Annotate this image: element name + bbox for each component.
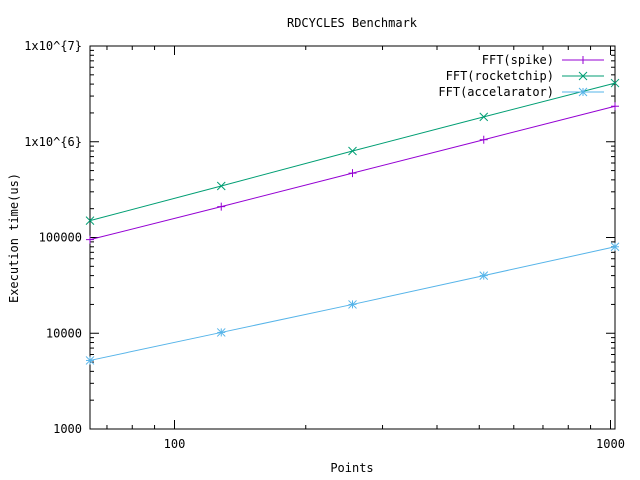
series-line-1 <box>89 82 616 222</box>
legend-label: FFT(rocketchip) <box>446 69 554 83</box>
series-0-point <box>348 169 357 178</box>
series-1-point <box>610 78 620 88</box>
series-0-point <box>86 235 94 244</box>
y-tick-label: 10000 <box>46 326 82 340</box>
legend-marker <box>578 71 588 81</box>
legend-label: FFT(spike) <box>482 53 554 67</box>
y-tick-label: 1000 <box>53 422 82 436</box>
series-2-point <box>216 328 226 337</box>
legend-label: FFT(accelarator) <box>438 85 554 99</box>
x-axis-label: Points <box>330 461 373 475</box>
series-1-point <box>479 112 489 122</box>
series-0-point <box>479 135 488 144</box>
legend: FFT(spike) FFT(rocketchip) FFT(accelarator… <box>438 53 604 99</box>
x-tick-label: 100 <box>164 437 186 451</box>
y-tick-label: 100000 <box>39 231 82 245</box>
series-0-point <box>611 102 619 111</box>
series-2-point <box>348 300 357 309</box>
series-1-point <box>216 181 226 191</box>
x-tick-label: 1000 <box>596 437 625 451</box>
series-0-point <box>217 202 226 211</box>
legend-marker <box>579 56 587 64</box>
series-1-point <box>85 216 95 225</box>
series-2-point <box>85 356 95 365</box>
chart-title: RDCYCLES Benchmark <box>287 16 418 30</box>
series-2-point <box>479 271 489 280</box>
series-1-point <box>348 146 357 156</box>
y-tick-label: 1x10^{6} <box>24 135 82 149</box>
legend-marker <box>578 87 588 97</box>
series-2-point <box>610 242 620 252</box>
y-tick-label: 1x10^{7} <box>24 39 82 53</box>
y-axis-label: Execution time(us) <box>7 173 21 303</box>
